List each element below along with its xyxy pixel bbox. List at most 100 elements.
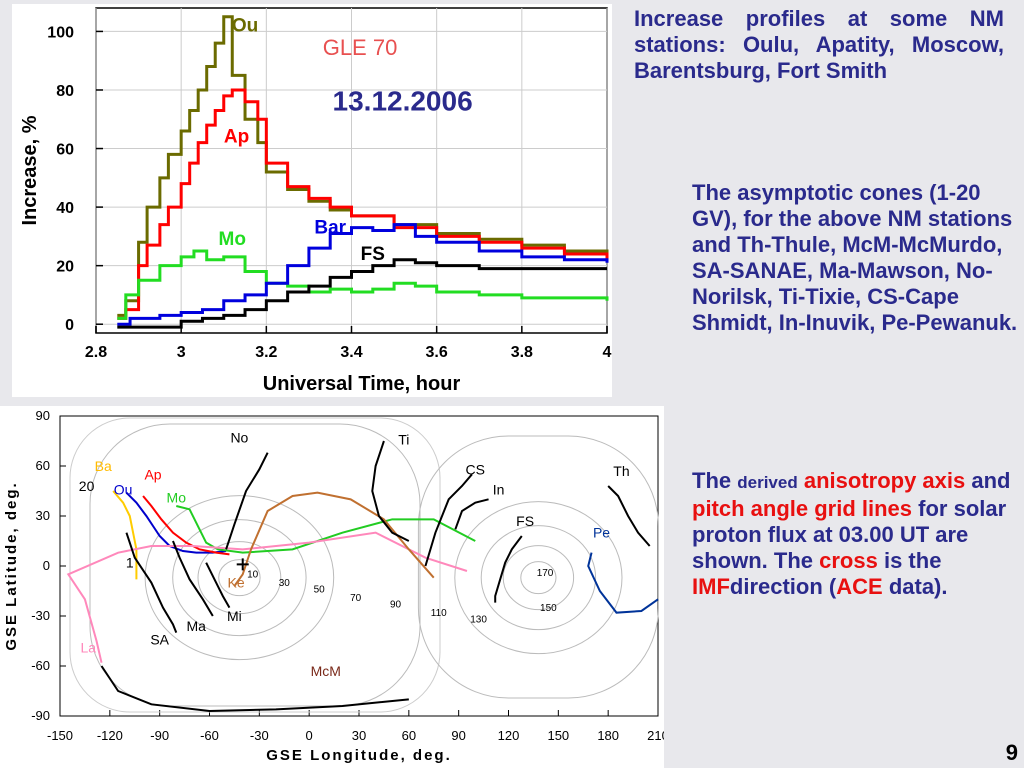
cone-label-mi: Mi <box>227 608 242 624</box>
x-tick-label: 3.2 <box>255 344 277 361</box>
y-axis-label: Increase, % <box>19 115 41 225</box>
text-pitch-angle-grid: pitch angle grid lines <box>692 496 913 521</box>
annotation-gle: GLE 70 <box>323 35 398 60</box>
label-ou: Ou <box>232 15 258 36</box>
x-tick-label: 30 <box>352 728 366 743</box>
cone-label-la: La <box>80 640 96 656</box>
cone-ti <box>371 440 410 542</box>
grid-label: 130 <box>470 615 487 626</box>
map-frame <box>59 415 659 717</box>
cone-la <box>66 531 468 663</box>
x-tick-label: 180 <box>597 728 619 743</box>
cone-label-mo: Mo <box>167 490 187 506</box>
cone-fs <box>494 535 523 603</box>
description-increase-profiles: Increase profiles at some NM stations: O… <box>634 6 1004 83</box>
x-tick-label: 120 <box>498 728 520 743</box>
grid-label: 150 <box>540 603 557 614</box>
grid-contour <box>69 417 441 713</box>
cone-label-pe: Pe <box>593 525 610 541</box>
series-mo <box>117 249 609 320</box>
cone-label-fs: FS <box>516 513 534 529</box>
asymptotic-cones-map: -150-120-90-60-3003060901201501802109060… <box>3 408 664 764</box>
grid-label: 30 <box>279 578 291 589</box>
cone-label-mcm: McM <box>311 663 341 679</box>
cone-label-ke: Ke <box>228 575 245 591</box>
x-axis-label: GSE Longitude, deg. <box>266 747 452 764</box>
y-axis-label: GSE Latitude, deg. <box>3 481 20 650</box>
y-tick-label: 40 <box>56 200 74 217</box>
grid-contour <box>480 525 597 631</box>
grid-contour <box>172 519 307 637</box>
x-tick-label: -90 <box>150 728 169 743</box>
text-mid: for solar proton flux at 03.00 UT are sh… <box>692 496 1007 573</box>
cone-label-in: In <box>493 481 505 497</box>
increase-chart-panel: 2.8 3 3.2 3.4 3.6 3.8 4 0 20 40 60 80 100 Universal T… <box>12 4 612 397</box>
x-tick-label: -120 <box>97 728 123 743</box>
grid-label: 10 <box>247 570 259 581</box>
description-anisotropy: The derived anisotropy axis and pitch an… <box>692 468 1022 600</box>
text-derived: derived <box>737 473 798 492</box>
cone-label-20: 20 <box>79 478 95 494</box>
text-direction: direction ( <box>729 574 837 599</box>
grid-contour <box>417 435 659 699</box>
text-the: The <box>692 468 732 493</box>
x-tick-label: 210 <box>647 728 664 743</box>
y-tick-label: 0 <box>43 558 50 573</box>
series-bar <box>117 223 609 326</box>
cone-ap <box>142 495 230 556</box>
cone-th <box>607 485 651 547</box>
cone-mcm <box>100 665 409 713</box>
y-tick-label: 90 <box>36 408 50 423</box>
grid-label: 90 <box>390 600 402 611</box>
cone-mi <box>205 562 231 609</box>
cone-mo <box>176 505 476 554</box>
grid-label: 70 <box>350 593 362 604</box>
cone-label-ba: Ba <box>95 458 112 474</box>
cone-ma <box>172 540 214 617</box>
text-is-the: is the <box>883 548 942 573</box>
y-tick-label: 80 <box>56 83 74 100</box>
x-tick-label: -30 <box>250 728 269 743</box>
grid-contour <box>144 495 335 661</box>
x-tick-label: 3.8 <box>511 344 533 361</box>
cone-label-1: 1 <box>126 555 134 571</box>
label-bar: Bar <box>314 217 346 238</box>
cone-ou <box>125 491 227 554</box>
x-tick-label: 3.4 <box>340 344 362 361</box>
cone-label-ma: Ma <box>186 618 206 634</box>
x-tick-label: 150 <box>547 728 569 743</box>
x-tick-label: 3.6 <box>426 344 448 361</box>
cone-sa <box>125 532 178 634</box>
y-tick-label: 60 <box>36 458 50 473</box>
grid-label: 50 <box>314 585 326 596</box>
cone-ba <box>112 490 138 580</box>
series-fs <box>117 258 607 329</box>
x-axis-label: Universal Time, hour <box>263 373 461 395</box>
pitch-angle-grid <box>69 417 659 713</box>
series-ap <box>117 88 609 320</box>
y-tick-label: -60 <box>31 658 50 673</box>
label-fs: FS <box>361 244 385 265</box>
grid-label: 110 <box>431 608 447 619</box>
asymptotic-cones-panel: -150-120-90-60-3003060901201501802109060… <box>0 406 664 768</box>
x-tick-label: 3 <box>177 344 186 361</box>
y-tick-label: 60 <box>56 142 74 159</box>
cone-label-ou: Ou <box>114 481 133 497</box>
cone-no <box>225 452 269 550</box>
cone-label-ap: Ap <box>144 466 161 482</box>
text-imf: IMF <box>692 574 730 599</box>
text-cross: cross <box>819 548 878 573</box>
cone-label-sa: SA <box>150 631 169 647</box>
text-and: and <box>971 468 1011 493</box>
label-ap: Ap <box>224 127 249 148</box>
y-tick-label: -30 <box>31 608 50 623</box>
grid-contour <box>218 559 261 597</box>
cone-in <box>454 498 489 530</box>
cone-label-no: No <box>230 430 248 446</box>
x-tick-label: 90 <box>451 728 465 743</box>
text-data-end: data). <box>888 574 948 599</box>
grid-contour <box>520 561 557 595</box>
cone-label-th: Th <box>613 463 629 479</box>
grid-contour <box>502 545 575 611</box>
y-tick-label: -90 <box>31 708 50 723</box>
